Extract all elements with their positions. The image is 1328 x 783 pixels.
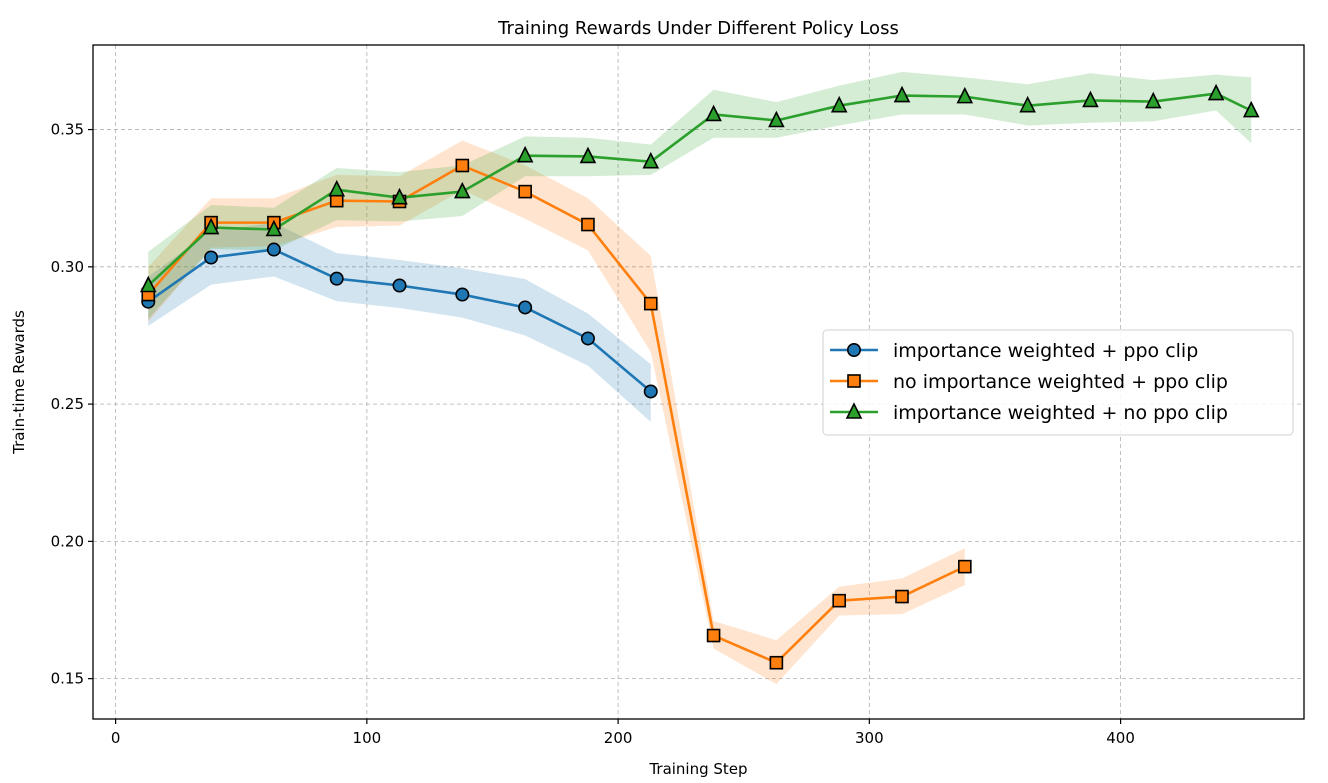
marker-circle-point — [266, 242, 281, 257]
legend-circle-icon — [846, 342, 861, 357]
marker-circle-point — [455, 287, 470, 302]
y-tick-label: 0.25 — [51, 395, 84, 413]
marker-triangle-point — [768, 110, 785, 128]
marker-square-point — [706, 628, 721, 643]
marker-square-point — [643, 296, 658, 311]
marker-triangle-point — [1242, 100, 1260, 118]
legend-label: importance weighted + ppo clip — [893, 340, 1198, 362]
marker-circle-point — [392, 278, 407, 293]
marker-triangle-point — [202, 217, 220, 235]
marker-triangle-point — [1019, 95, 1036, 113]
chart-title: Training Rewards Under Different Policy … — [497, 18, 899, 39]
marker-circle-point — [580, 331, 595, 346]
marker-circle-point — [643, 384, 658, 399]
marker-circle-point — [329, 271, 344, 286]
y-tick-label: 0.15 — [51, 670, 84, 688]
confidence-bands — [148, 71, 1252, 685]
marker-triangle-point — [1207, 83, 1225, 101]
x-tick-label: 100 — [353, 729, 382, 747]
marker-square-point — [958, 559, 972, 574]
legend-triangle-icon — [845, 402, 863, 419]
marker-triangle-point — [956, 86, 974, 104]
marker-triangle-point — [579, 146, 597, 164]
x-tick-label: 0 — [111, 729, 121, 747]
line-square-series — [147, 164, 966, 665]
marker-triangle-point — [642, 151, 660, 169]
marker-circle-point — [518, 300, 533, 315]
marker-triangle-point — [705, 104, 722, 122]
x-tick-label: 400 — [1106, 729, 1135, 747]
axes-frame — [92, 44, 1305, 720]
marker-square-point — [581, 217, 595, 232]
x-axis-label: Training Step — [648, 760, 747, 778]
marker-triangle-point — [1082, 90, 1099, 108]
marker-triangle-point — [516, 145, 534, 163]
y-tick-label: 0.20 — [51, 532, 84, 550]
legend-box — [822, 329, 1294, 436]
legend-square-icon — [847, 374, 861, 388]
marker-square-point — [455, 158, 470, 173]
band-triangle-series — [148, 71, 1252, 319]
marker-square-point — [518, 184, 532, 199]
series-markers — [139, 83, 1260, 670]
x-tick-label: 300 — [855, 729, 884, 747]
marker-triangle-point — [391, 187, 408, 205]
y-tick-label: 0.35 — [51, 121, 84, 139]
legend-label: no importance weighted + ppo clip — [893, 371, 1228, 393]
axis-ticks: 0 100 200 300 400 0.15 0.20 0.25 0.30 0.35 — [51, 121, 1135, 747]
marker-square-point — [769, 655, 784, 670]
marker-triangle-point — [893, 85, 911, 103]
band-circle-series — [148, 222, 651, 422]
marker-triangle-point — [454, 181, 471, 199]
marker-triangle-point — [830, 95, 848, 113]
marker-triangle-point — [265, 219, 283, 237]
y-axis-label: Train-time Rewards — [10, 310, 28, 455]
marker-square-point — [895, 589, 909, 604]
x-tick-label: 200 — [604, 729, 633, 747]
legend-label: importance weighted + no ppo clip — [893, 402, 1228, 424]
marker-triangle-point — [139, 275, 157, 293]
legend: importance weighted + ppo clip no importa… — [822, 329, 1294, 436]
marker-circle-point — [204, 250, 219, 265]
y-tick-label: 0.30 — [51, 258, 84, 276]
marker-square-point — [832, 593, 846, 608]
marker-triangle-point — [328, 179, 346, 197]
marker-triangle-point — [1144, 91, 1162, 109]
